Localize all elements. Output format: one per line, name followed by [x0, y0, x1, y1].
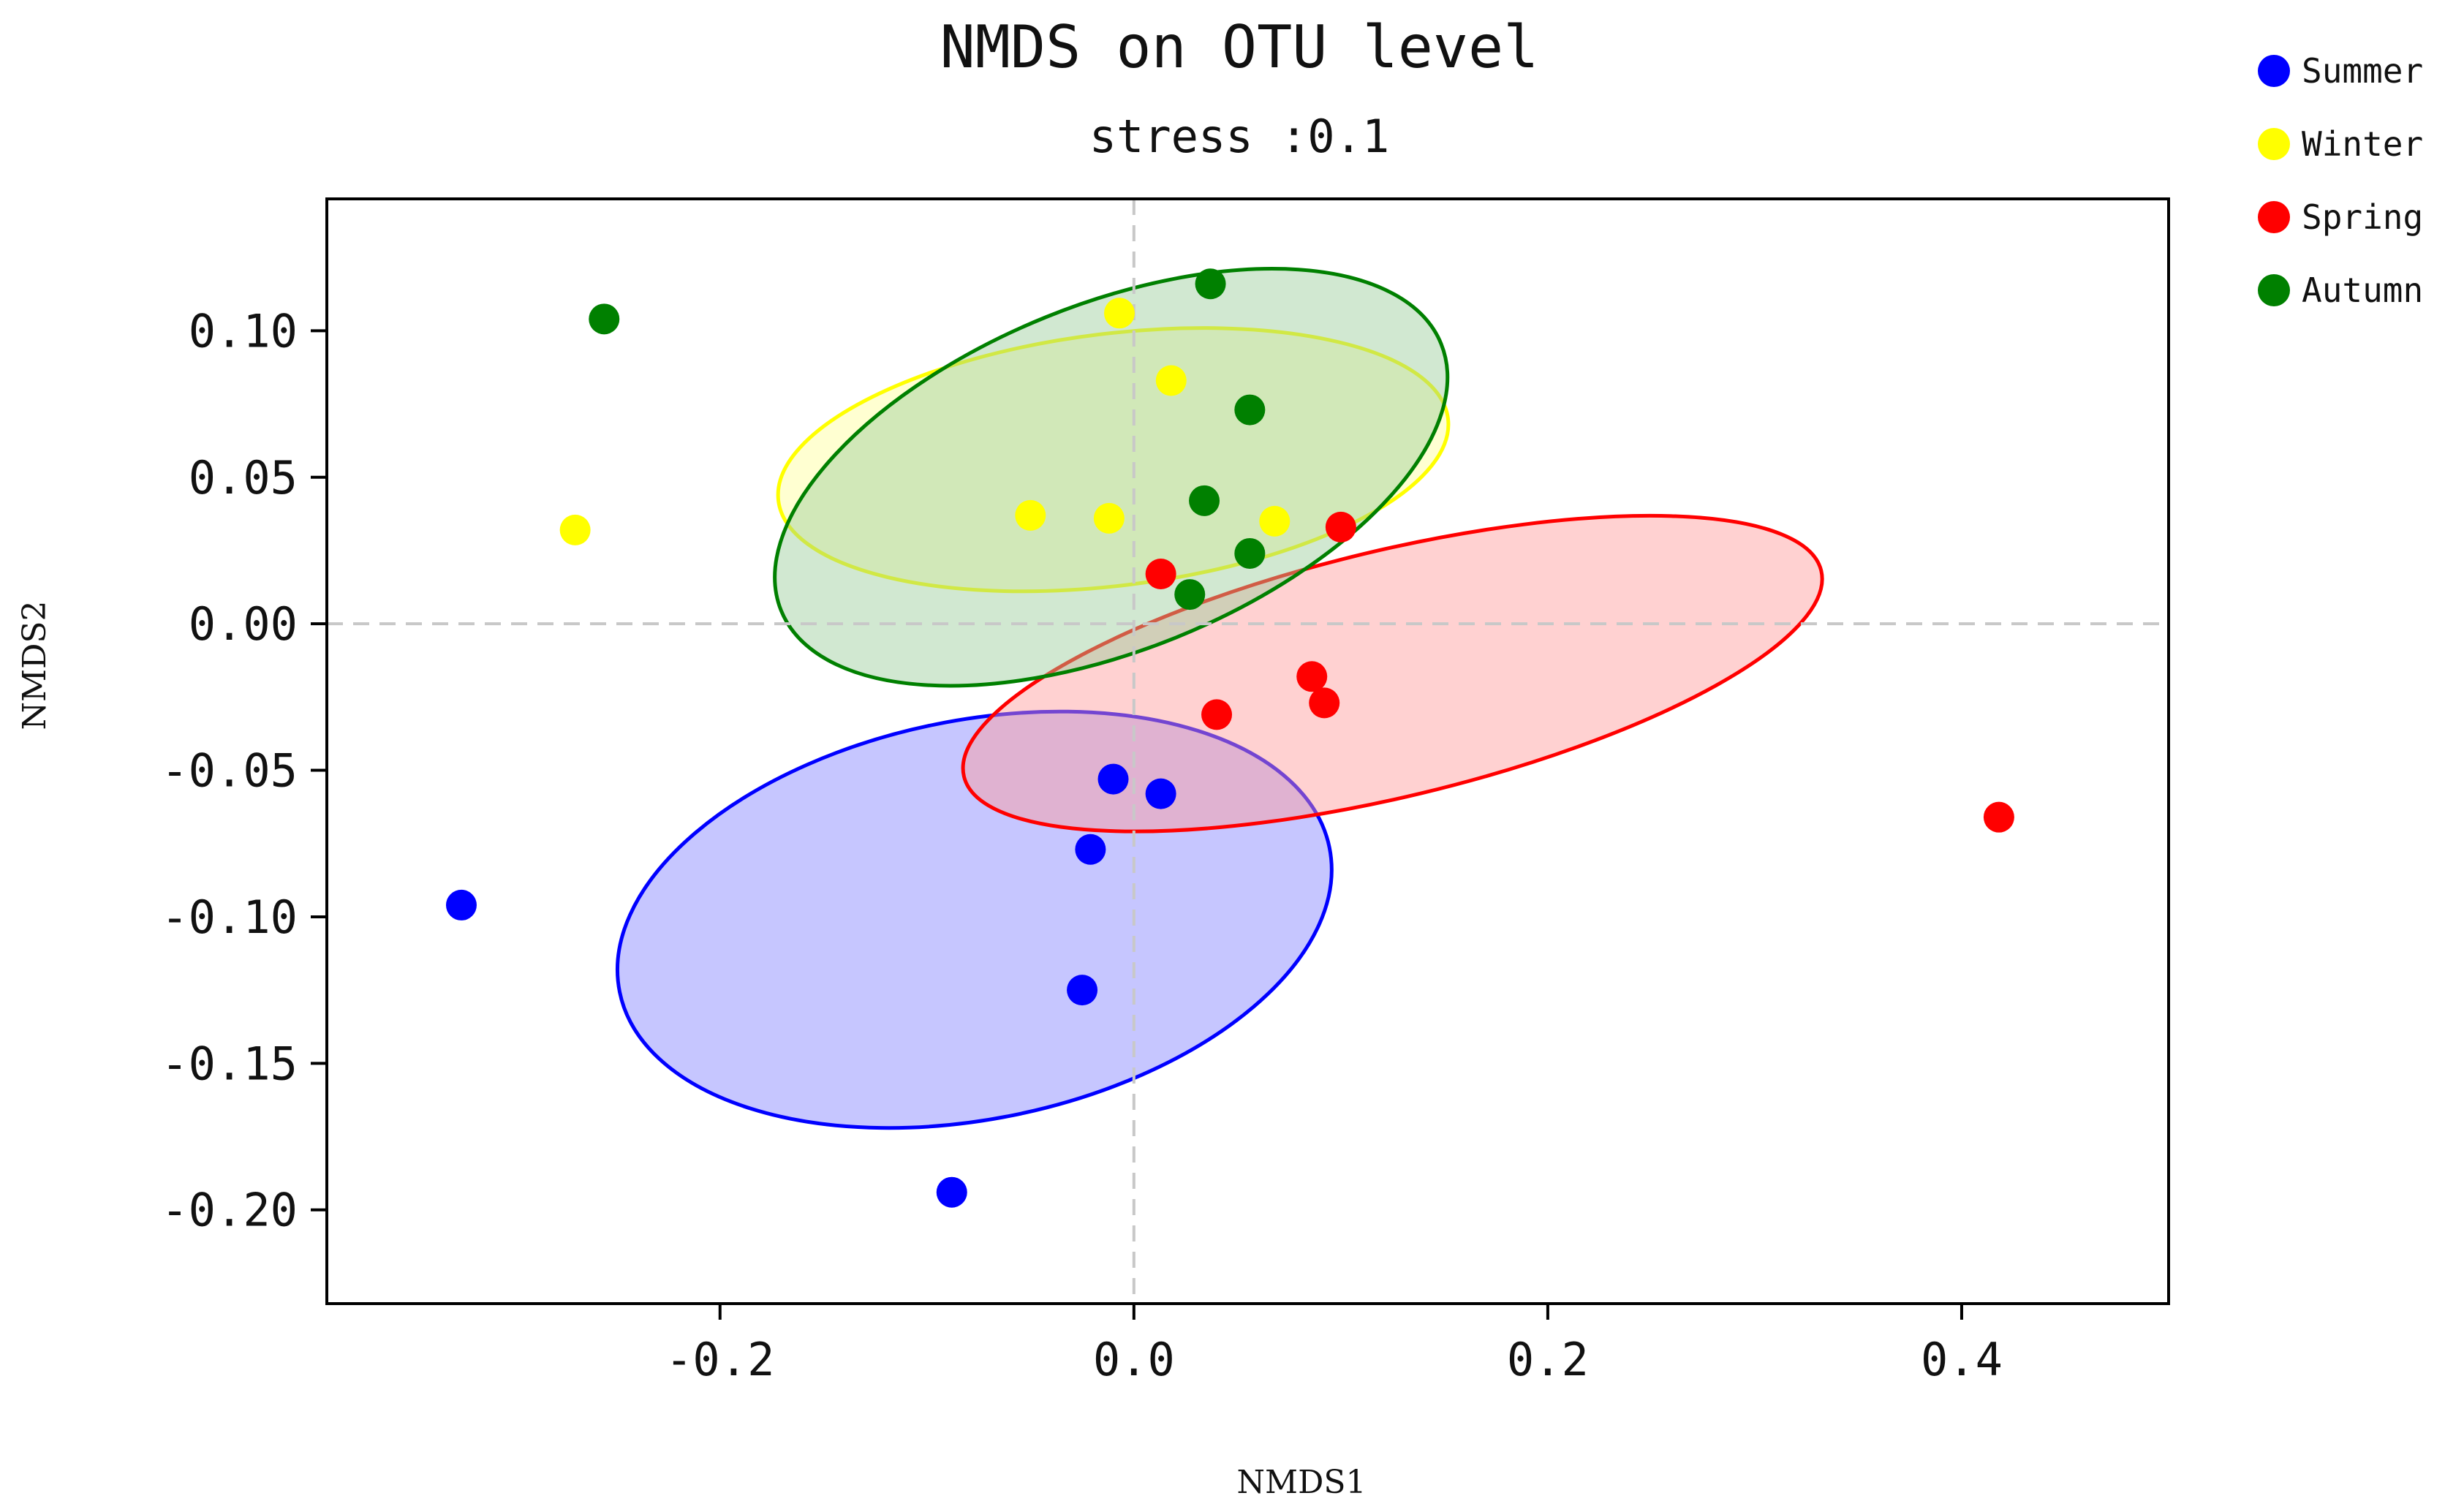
x-tick-label: 0.4	[1921, 1333, 2003, 1386]
y-tick-label: 0.00	[189, 597, 298, 651]
y-tick-label: -0.15	[161, 1037, 298, 1090]
ellipse-spring	[961, 513, 1824, 834]
plot-frame	[325, 197, 2170, 1305]
ellipse-autumn	[773, 267, 1450, 688]
point-autumn-4	[1189, 485, 1220, 516]
point-summer-1	[445, 889, 477, 921]
legend: Summer Winter Spring Autumn	[2258, 51, 2423, 310]
point-autumn-5	[1234, 537, 1266, 569]
point-summer-4	[1145, 778, 1176, 809]
point-spring-2	[1325, 511, 1356, 543]
point-summer-6	[1067, 975, 1098, 1006]
y-axis-label: NMDS2	[16, 601, 53, 730]
point-summer-5	[1075, 834, 1106, 865]
chart-subtitle: stress :0.1	[1089, 110, 1390, 163]
point-autumn-1	[589, 303, 620, 335]
x-tick-label: 0.2	[1507, 1333, 1589, 1386]
y-tick-label: -0.05	[161, 744, 298, 798]
legend-marker-summer	[2258, 55, 2290, 87]
x-tick-label: 0.0	[1093, 1333, 1175, 1386]
y-tick-label: -0.10	[161, 891, 298, 944]
x-axis-label: NMDS1	[1237, 1464, 1367, 1501]
y-axis: 0.10 0.05 0.00 -0.05 -0.10 -0.15 -0.20	[161, 304, 327, 1237]
point-winter-5	[1093, 502, 1125, 534]
legend-marker-spring	[2258, 201, 2290, 233]
point-winter-3	[1155, 365, 1187, 396]
point-winter-4	[1015, 499, 1046, 531]
point-summer-3	[1097, 763, 1129, 795]
point-winter-6	[1259, 505, 1290, 537]
point-winter-2	[1104, 298, 1135, 329]
legend-marker-winter	[2258, 128, 2290, 160]
ellipse-summer	[615, 709, 1334, 1130]
y-tick-label: -0.20	[161, 1184, 298, 1237]
point-spring-4	[1309, 687, 1340, 719]
point-autumn-2	[1195, 268, 1226, 300]
legend-label-winter: Winter	[2302, 124, 2423, 164]
chart-title: NMDS on OTU level	[940, 13, 1539, 81]
point-spring-5	[1201, 699, 1233, 730]
legend-marker-autumn	[2258, 274, 2290, 306]
y-tick-label: 0.05	[189, 451, 298, 504]
ellipses-layer	[615, 267, 1824, 1130]
point-spring-1	[1145, 559, 1176, 590]
point-autumn-3	[1234, 394, 1266, 426]
legend-label-spring: Spring	[2302, 197, 2423, 237]
legend-label-summer: Summer	[2302, 51, 2423, 91]
point-summer-2	[936, 1176, 967, 1208]
reference-lines	[327, 199, 2169, 1304]
point-spring-3	[1296, 661, 1328, 692]
point-autumn-6	[1174, 579, 1206, 611]
points-layer	[445, 268, 2014, 1208]
y-tick-label: 0.10	[189, 304, 298, 358]
legend-label-autumn: Autumn	[2302, 271, 2423, 310]
x-axis: -0.2 0.0 0.2 0.4	[665, 1304, 2003, 1386]
point-spring-6	[1983, 801, 2014, 833]
x-tick-label: -0.2	[665, 1333, 774, 1386]
point-winter-1	[559, 514, 591, 545]
